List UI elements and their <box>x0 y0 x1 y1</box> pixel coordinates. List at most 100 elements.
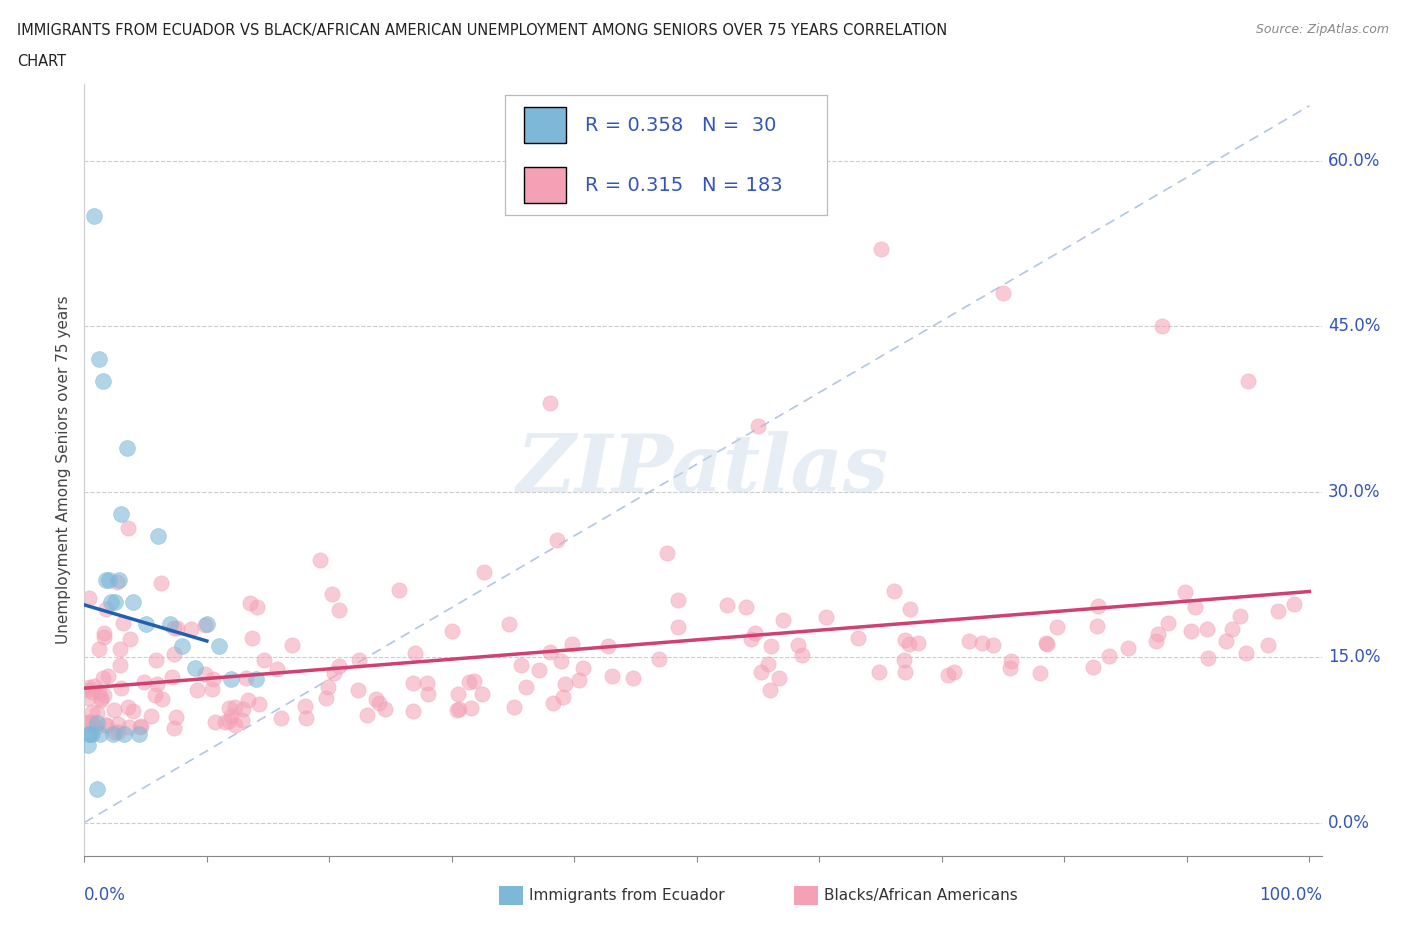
Point <box>83 679 105 694</box>
Point <box>252 653 274 668</box>
Point <box>449 701 471 716</box>
Point <box>163 720 186 735</box>
Point <box>107 724 129 739</box>
Point <box>208 639 231 654</box>
Point <box>553 689 575 704</box>
Point <box>146 528 169 543</box>
Point <box>768 671 790 685</box>
Point <box>1174 584 1197 599</box>
Point <box>655 545 678 560</box>
Point <box>550 654 572 669</box>
Point <box>1215 633 1237 648</box>
Point <box>194 618 217 632</box>
Point <box>602 669 624 684</box>
Point <box>201 682 224 697</box>
Point <box>1087 598 1109 613</box>
Text: 100.0%: 100.0% <box>1258 886 1322 904</box>
Point <box>141 709 163 724</box>
Point <box>1184 600 1206 615</box>
Point <box>96 573 118 588</box>
Point <box>744 626 766 641</box>
Point <box>224 717 246 732</box>
Point <box>218 713 240 728</box>
Point <box>165 710 187 724</box>
Point <box>1236 645 1258 660</box>
Point <box>232 701 254 716</box>
Point <box>998 660 1021 675</box>
Point <box>128 720 150 735</box>
Point <box>77 680 100 695</box>
Point <box>509 658 531 672</box>
Point <box>316 680 339 695</box>
Point <box>115 440 138 455</box>
Point <box>716 597 738 612</box>
Point <box>249 697 271 711</box>
Point <box>79 714 101 729</box>
Point <box>308 552 330 567</box>
Point <box>93 625 115 640</box>
Point <box>328 658 350 673</box>
Point <box>942 664 965 679</box>
Point <box>246 600 269 615</box>
Point <box>347 683 370 698</box>
Point <box>108 658 131 672</box>
Point <box>790 647 813 662</box>
Point <box>97 669 120 684</box>
Point <box>163 646 186 661</box>
Point <box>1267 604 1289 618</box>
Text: ZIPatlas: ZIPatlas <box>517 431 889 509</box>
Point <box>740 631 762 646</box>
Point <box>117 699 139 714</box>
Point <box>80 714 103 729</box>
Point <box>735 600 758 615</box>
Point <box>897 637 920 652</box>
Point <box>107 717 129 732</box>
Point <box>129 719 152 734</box>
Point <box>749 665 772 680</box>
Point <box>621 671 644 685</box>
Point <box>150 576 173 591</box>
Point <box>416 687 439 702</box>
Point <box>97 573 120 588</box>
Point <box>404 645 426 660</box>
Point <box>77 591 100 605</box>
Point <box>1081 659 1104 674</box>
Text: 0.0%: 0.0% <box>1327 814 1369 831</box>
Point <box>86 716 108 731</box>
Point <box>145 653 167 668</box>
Point <box>981 638 1004 653</box>
Point <box>761 638 783 653</box>
Point <box>898 602 921 617</box>
Point <box>527 662 550 677</box>
Point <box>460 700 482 715</box>
Point <box>374 702 396 717</box>
Point <box>90 690 112 705</box>
Point <box>846 631 869 645</box>
Point <box>80 684 103 699</box>
Point <box>294 698 316 713</box>
Point <box>786 637 808 652</box>
Text: 45.0%: 45.0% <box>1327 317 1381 336</box>
Point <box>894 664 917 679</box>
Point <box>538 644 561 659</box>
Point <box>218 701 240 716</box>
Point <box>221 671 243 686</box>
Point <box>135 617 157 631</box>
Point <box>183 660 205 675</box>
Point <box>110 681 132 696</box>
Point <box>101 727 124 742</box>
Point <box>1098 648 1121 663</box>
Point <box>94 717 117 732</box>
Point <box>1046 619 1069 634</box>
Point <box>128 727 150 742</box>
Text: Immigrants from Ecuador: Immigrants from Ecuador <box>529 888 724 903</box>
Point <box>180 622 202 637</box>
Point <box>89 727 111 742</box>
Point <box>1085 618 1108 633</box>
Point <box>893 653 915 668</box>
Point <box>498 616 520 631</box>
Point <box>104 594 127 609</box>
Point <box>108 641 131 656</box>
Point <box>538 396 561 411</box>
Point <box>77 691 100 706</box>
